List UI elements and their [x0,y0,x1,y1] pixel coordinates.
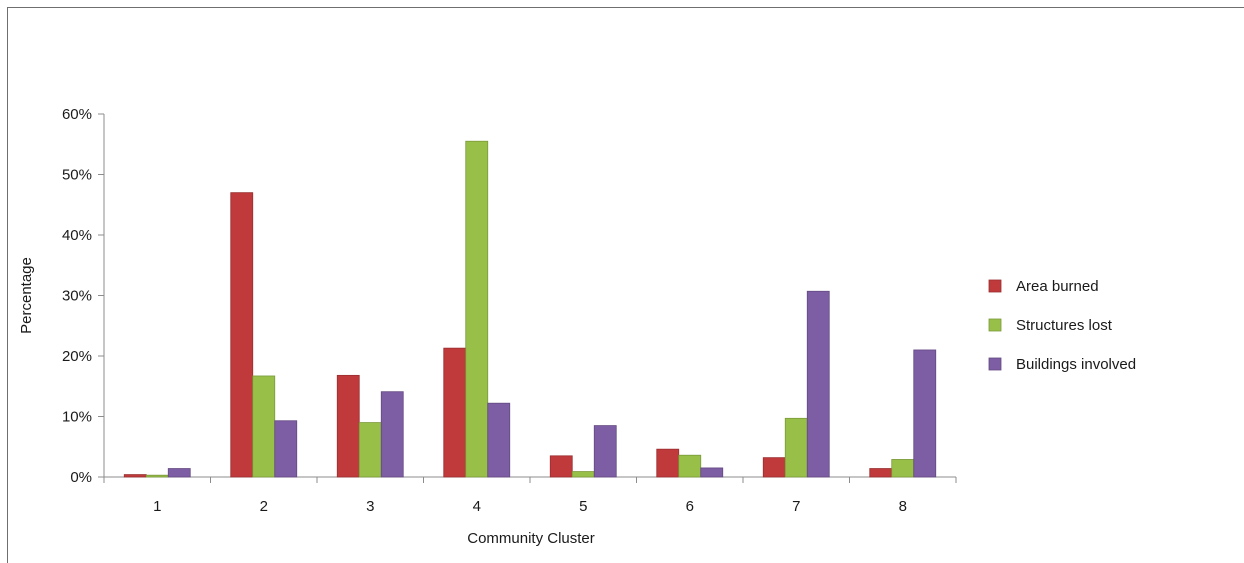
y-tick-label: 10% [62,409,92,426]
bar-buildings-involved-7 [806,290,830,478]
bar-buildings-involved-3 [380,391,404,478]
bar-area-burned-7 [762,457,786,478]
bar-area-burned-6 [656,448,680,478]
bar-area-burned-8 [869,468,893,478]
bar-structures-lost-8 [891,459,915,478]
bars [123,140,937,478]
x-tick-label: 4 [473,498,481,515]
y-tick-label: 20% [62,348,92,365]
x-axis-title: Community Cluster [467,530,595,547]
bar-structures-lost-4 [465,140,489,478]
legend-label: Buildings involved [1016,356,1136,373]
bar-buildings-involved-8 [913,349,937,478]
legend: Area burned Structures lost Buildings invo… [988,278,1136,373]
y-tick-label: 50% [62,167,92,184]
bar-structures-lost-5 [571,471,595,478]
x-tick-label: 2 [260,498,268,515]
x-tick-label: 8 [899,498,907,515]
y-axis-title: Percentage [18,257,35,334]
legend-label: Area burned [1016,278,1099,295]
x-tick-label: 7 [792,498,800,515]
bar-structures-lost-2 [252,375,276,478]
bar-structures-lost-1 [145,474,169,478]
bar-structures-lost-6 [678,454,702,478]
bar-buildings-involved-5 [593,425,617,478]
x-tick-label: 5 [579,498,587,515]
bar-area-burned-3 [336,374,360,478]
bar-structures-lost-7 [784,417,808,478]
bar-area-burned-5 [549,455,573,478]
legend-swatch [988,279,1002,293]
bar-buildings-involved-2 [274,420,298,478]
x-tick-label: 1 [153,498,161,515]
legend-swatch [988,318,1002,332]
y-ticks: 0% 10% 20% 30% 40% 50% 60% [62,106,104,486]
x-ticks: 1 2 3 4 5 6 7 8 [103,477,957,515]
bar-buildings-involved-6 [700,467,724,478]
legend-swatch [988,357,1002,371]
chart-frame [7,7,1244,563]
y-tick-label: 60% [62,106,92,123]
bar-structures-lost-3 [358,422,382,478]
bar-area-burned-2 [230,192,254,478]
y-tick-label: 40% [62,227,92,244]
y-tick-label: 30% [62,288,92,305]
bar-area-burned-1 [123,474,147,478]
x-tick-label: 6 [686,498,694,515]
legend-label: Structures lost [1016,317,1113,334]
x-tick-label: 3 [366,498,374,515]
bar-area-burned-4 [443,347,467,478]
bar-buildings-involved-4 [487,402,511,478]
bar-buildings-involved-1 [167,468,191,478]
y-tick-label: 0% [70,469,92,486]
